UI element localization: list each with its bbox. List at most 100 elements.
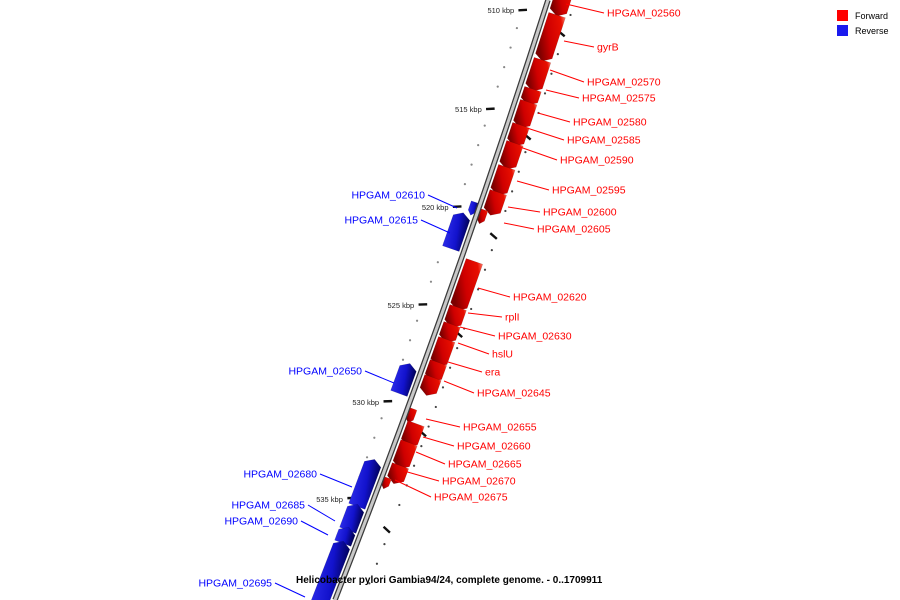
- connector-HPGAM_02675: [394, 479, 432, 498]
- gene-label-era: era: [485, 367, 500, 379]
- connector-HPGAM_02590: [519, 146, 558, 161]
- connector-HPGAM_02570: [549, 69, 585, 83]
- minor-dot: [476, 288, 480, 291]
- legend-row-reverse: Reverse: [837, 23, 889, 38]
- minor-dot: [517, 170, 520, 173]
- strand-legend: Forward Reverse: [837, 8, 889, 38]
- connector-HPGAM_02650: [364, 370, 395, 384]
- connector-HPGAM_02685: [307, 504, 336, 522]
- gene-label-HPGAM_02600: HPGAM_02600: [543, 207, 617, 219]
- side-dash: [489, 232, 498, 240]
- connector-gyrB: [563, 40, 595, 48]
- minor-dot: [427, 425, 430, 428]
- tick-label-535kbp: 535 kbp: [316, 495, 343, 504]
- minor-dot: [383, 543, 386, 546]
- gene-label-HPGAM_02610: HPGAM_02610: [351, 190, 425, 202]
- minor-dot: [511, 190, 514, 193]
- connector-HPGAM_02605: [503, 222, 535, 230]
- connector-HPGAM_02655: [425, 418, 461, 428]
- gene-label-HPGAM_02650: HPGAM_02650: [288, 366, 362, 378]
- connector-HPGAM_02620: [477, 287, 511, 298]
- gene-HPGAM_02650[interactable]: [390, 363, 417, 397]
- gene-HPGAM_02600[interactable]: [483, 189, 507, 216]
- gene-label-rplI: rplI: [505, 312, 520, 324]
- minor-dot: [441, 386, 445, 389]
- connector-HPGAM_02615: [420, 219, 451, 234]
- gene-label-HPGAM_02665: HPGAM_02665: [448, 459, 522, 471]
- tick-label-515kbp: 515 kbp: [455, 105, 482, 114]
- connector-HPGAM_02575: [545, 89, 580, 99]
- minor-dot: [436, 261, 439, 264]
- connector-HPGAM_02690: [300, 520, 329, 536]
- connector-rplI: [467, 312, 503, 318]
- reverse-swatch-icon: [837, 25, 848, 36]
- minor-dot: [408, 339, 412, 342]
- minor-dot: [515, 26, 518, 30]
- gene-label-hslU: hslU: [492, 349, 513, 361]
- minor-dot: [412, 464, 416, 467]
- gene-HPGAM_02620[interactable]: [450, 258, 483, 311]
- connector-HPGAM_02695: [274, 582, 306, 598]
- forward-swatch-icon: [837, 10, 848, 21]
- minor-dot: [504, 209, 507, 213]
- gene-HPGAM_02670[interactable]: [387, 462, 409, 484]
- connector-HPGAM_02660: [422, 436, 455, 447]
- gene-label-HPGAM_02675: HPGAM_02675: [434, 492, 508, 504]
- minor-dot: [456, 347, 459, 350]
- connector-HPGAM_02600: [507, 206, 541, 213]
- connector-hslU: [457, 342, 490, 355]
- minor-dot: [434, 405, 437, 409]
- genome-axis-line-inner: [333, 0, 550, 600]
- gene-HPGAM_02680[interactable]: [348, 459, 382, 510]
- minor-dot: [398, 503, 401, 507]
- connector-HPGAM_02580: [537, 112, 571, 123]
- minor-dot: [483, 268, 487, 271]
- gene-label-HPGAM_02575: HPGAM_02575: [582, 93, 656, 105]
- minor-dot: [380, 417, 383, 420]
- tick-label-520kbp: 520 kbp: [422, 203, 449, 212]
- gene-label-HPGAM_02560: HPGAM_02560: [607, 8, 681, 20]
- tick-label-510kbp: 510 kbp: [487, 6, 514, 15]
- legend-row-forward: Forward: [837, 8, 889, 23]
- minor-dot: [550, 72, 553, 75]
- gene-gyrB[interactable]: [535, 12, 566, 62]
- minor-dot: [429, 280, 433, 283]
- gene-HPGAM_02695[interactable]: [310, 541, 350, 600]
- minor-dot: [496, 85, 499, 88]
- legend-reverse-label: Reverse: [855, 25, 889, 36]
- minor-dot: [470, 307, 473, 311]
- minor-dot: [420, 445, 423, 448]
- gene-HPGAM_02560[interactable]: [549, 0, 574, 17]
- connector-HPGAM_02645: [443, 380, 475, 394]
- minor-dot: [463, 183, 467, 186]
- minor-dot: [543, 92, 547, 95]
- gene-label-HPGAM_02690: HPGAM_02690: [224, 516, 298, 528]
- tick-label-525kbp: 525 kbp: [387, 301, 414, 310]
- minor-dot: [470, 163, 473, 166]
- gene-label-HPGAM_02695: HPGAM_02695: [198, 578, 272, 590]
- genome-caption: Helicobacter pylori Gambia94/24, complet…: [296, 575, 603, 586]
- minor-dot: [375, 562, 379, 565]
- minor-dot: [365, 456, 369, 459]
- gene-label-HPGAM_02655: HPGAM_02655: [463, 422, 537, 434]
- gene-HPGAM_02590[interactable]: [499, 140, 524, 170]
- minor-dot: [556, 53, 559, 56]
- gene-label-HPGAM_02605: HPGAM_02605: [537, 224, 611, 236]
- minor-dot: [490, 249, 493, 252]
- gene-label-HPGAM_02615: HPGAM_02615: [344, 215, 418, 227]
- gene-HPGAM_02570[interactable]: [525, 57, 551, 92]
- gene-label-HPGAM_02660: HPGAM_02660: [457, 441, 531, 453]
- connector-HPGAM_02665: [415, 451, 446, 465]
- gene-label-HPGAM_02570: HPGAM_02570: [587, 77, 661, 89]
- gene-HPGAM_02615[interactable]: [442, 212, 470, 252]
- minor-dot: [373, 436, 376, 439]
- minor-dot: [524, 151, 527, 154]
- connector-HPGAM_02585: [526, 127, 565, 141]
- gene-HPGAM_02645[interactable]: [419, 374, 442, 396]
- tick-510kbp: [518, 8, 528, 12]
- minor-dot: [415, 319, 419, 322]
- gene-label-HPGAM_02595: HPGAM_02595: [552, 185, 626, 197]
- minor-dot: [569, 13, 572, 17]
- gene-label-HPGAM_02630: HPGAM_02630: [498, 331, 572, 343]
